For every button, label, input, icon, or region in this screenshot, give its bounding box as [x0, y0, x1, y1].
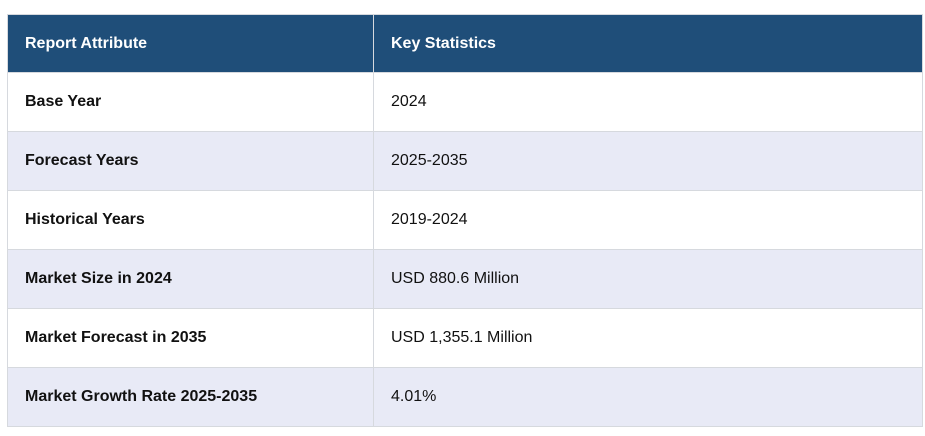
- row-value-market-forecast: USD 1,355.1 Million: [373, 308, 923, 368]
- table-row: Forecast Years 2025-2035: [7, 131, 923, 191]
- row-value-forecast-years: 2025-2035: [373, 131, 923, 191]
- report-table-container: Report Attribute Key Statistics Base Yea…: [7, 14, 923, 427]
- header-key-statistics: Key Statistics: [373, 14, 923, 73]
- table-body: Base Year 2024 Forecast Years 2025-2035 …: [7, 72, 923, 427]
- row-attribute-base-year: Base Year: [7, 72, 374, 132]
- row-attribute-historical-years: Historical Years: [7, 190, 374, 250]
- header-report-attribute: Report Attribute: [7, 14, 374, 73]
- table-row: Market Growth Rate 2025-2035 4.01%: [7, 367, 923, 427]
- report-attributes-table: Report Attribute Key Statistics Base Yea…: [7, 14, 923, 427]
- row-value-market-size: USD 880.6 Million: [373, 249, 923, 309]
- row-attribute-forecast-years: Forecast Years: [7, 131, 374, 191]
- table-row: Market Forecast in 2035 USD 1,355.1 Mill…: [7, 308, 923, 368]
- table-header: Report Attribute Key Statistics: [7, 14, 923, 73]
- row-attribute-market-forecast: Market Forecast in 2035: [7, 308, 374, 368]
- row-attribute-market-size: Market Size in 2024: [7, 249, 374, 309]
- row-value-historical-years: 2019-2024: [373, 190, 923, 250]
- header-row: Report Attribute Key Statistics: [7, 14, 923, 73]
- table-row: Market Size in 2024 USD 880.6 Million: [7, 249, 923, 309]
- row-value-growth-rate: 4.01%: [373, 367, 923, 427]
- table-row: Base Year 2024: [7, 72, 923, 132]
- table-row: Historical Years 2019-2024: [7, 190, 923, 250]
- row-attribute-growth-rate: Market Growth Rate 2025-2035: [7, 367, 374, 427]
- row-value-base-year: 2024: [373, 72, 923, 132]
